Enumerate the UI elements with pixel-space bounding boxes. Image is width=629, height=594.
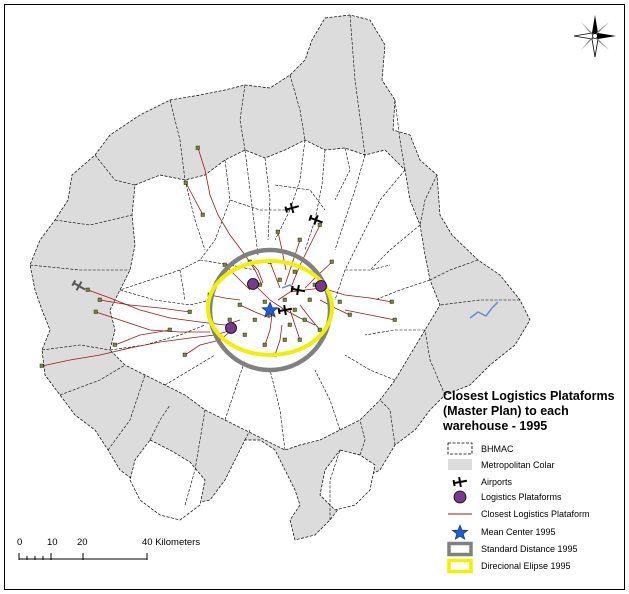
legend-label-ellipse: Direcional Elipse 1995 (481, 561, 571, 571)
scale-label-20: 20 (77, 537, 88, 548)
bhmac-swatch-icon (447, 442, 473, 455)
logistics-platforms (225, 278, 327, 334)
warehouse-points (39, 145, 397, 368)
logistics-platform-icon (453, 490, 467, 504)
bhmac-core (109, 139, 441, 521)
airport-icon (277, 304, 293, 316)
scale-label-10: 10 (47, 537, 58, 548)
standard-distance-swatch-icon (447, 541, 473, 557)
scale-label-40: 40 Kilometers (142, 537, 201, 548)
airport-icon (452, 476, 468, 488)
scale-ruler (18, 553, 148, 560)
north-arrow-icon (573, 15, 616, 58)
legend-label-standard-distance: Standard Distance 1995 (481, 544, 578, 554)
legend-label-bhmac: BHMAC (481, 444, 514, 454)
legend-label-airports: Airports (481, 477, 513, 487)
legend-title: Closest Logistics Plataforms (Master Pla… (443, 389, 615, 433)
directional-ellipse (206, 259, 334, 357)
airport-icon (71, 279, 86, 291)
mean-center-star (261, 301, 279, 318)
scale-bar: 0 10 20 40 Kilometers (14, 537, 214, 567)
airport-icon (284, 202, 300, 214)
municipal-boundaries (29, 14, 520, 520)
route-line-icon (448, 513, 472, 515)
metro-colar-swatch-icon (448, 459, 472, 470)
scale-label-0: 0 (17, 537, 23, 548)
airports (71, 202, 323, 316)
legend-label-route: Closest Logistics Plataform (481, 509, 590, 519)
airport-icon (290, 284, 306, 296)
airport-icon (308, 214, 323, 226)
star-icon (451, 524, 469, 540)
legend-label-mean-center: Mean Center 1995 (481, 527, 556, 537)
legend-label-metro-colar: Metropolitan Colar (481, 460, 555, 470)
legend-label-logistics: Logistics Plataforms (481, 492, 562, 502)
ellipse-swatch-icon (447, 558, 473, 574)
